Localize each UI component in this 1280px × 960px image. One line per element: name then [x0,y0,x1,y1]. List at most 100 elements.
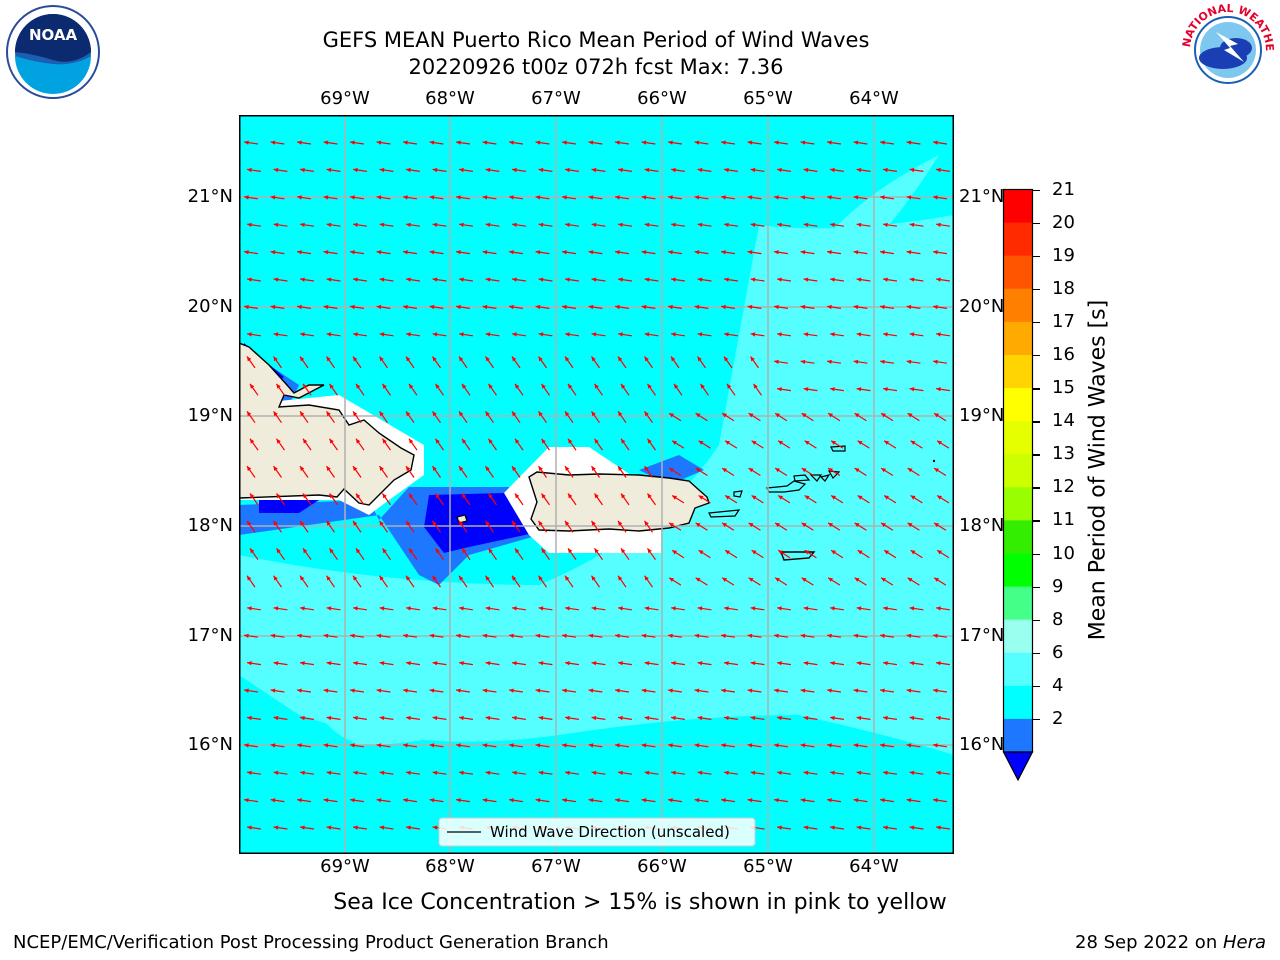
wind-wave-arrow [352,410,362,424]
wind-wave-arrow [299,356,309,369]
wind-wave-arrow [906,140,921,145]
wind-wave-arrow [668,412,682,422]
lat-tick-left: 21°N [187,186,233,207]
wind-wave-arrow [620,438,630,451]
wind-wave-arrow [671,715,685,721]
wind-wave-arrow [535,304,550,310]
wind-wave-arrow [747,633,762,638]
wind-wave-arrow [326,770,341,775]
wind-wave-arrow [594,438,603,451]
wind-wave-arrow [883,277,897,282]
wind-wave-arrow [485,770,500,775]
colorbar-tick-mark [1033,652,1040,655]
wind-wave-arrow [641,195,656,200]
wind-wave-arrow [403,250,417,255]
wind-wave-arrow [300,606,314,611]
wind-wave-arrow [800,798,815,803]
wind-wave-arrow [406,715,420,721]
wind-wave-arrow [379,356,388,369]
wind-wave-arrow [538,715,553,721]
wind-wave-arrow [830,387,844,392]
wind-wave-arrow [326,167,341,173]
wind-wave-arrow [668,250,682,255]
wind-wave-arrow [429,195,444,200]
wind-wave-arrow [750,606,765,611]
wind-wave-arrow [273,356,282,369]
wind-wave-arrow [538,661,553,666]
wind-wave-arrow [376,250,391,255]
wind-wave-arrow [803,167,818,173]
wind-wave-arrow [300,825,314,830]
wind-wave-arrow [830,332,844,337]
wind-wave-arrow [326,575,335,588]
wind-wave-arrow [697,167,712,173]
wind-wave-arrow [485,410,494,424]
colorbar-tick-label: 11 [1052,509,1075,531]
wind-wave-arrow [488,547,497,561]
wind-wave-arrow [695,467,708,477]
wind-wave-arrow [700,383,709,396]
wind-wave-arrow [326,277,341,282]
wind-wave-arrow [618,167,632,173]
wind-wave-arrow [909,606,924,611]
wind-wave-arrow [747,250,762,255]
wind-wave-arrow [512,167,526,173]
wind-wave-arrow [246,356,256,369]
wind-wave-arrow [777,770,791,775]
land-vieques [708,509,741,518]
wind-wave-arrow [352,575,362,588]
wind-wave-arrow [694,195,709,200]
wind-wave-arrow [724,440,738,449]
land-desecheo [456,514,468,524]
wind-wave-arrow [594,547,603,561]
wind-wave-arrow [249,383,259,396]
colorbar-tick-mark [1033,321,1040,324]
wind-wave-arrow [909,825,924,830]
wind-wave-arrow [302,438,312,451]
wind-wave-arrow [270,250,285,255]
wind-wave-arrow [800,140,815,145]
wind-wave-arrow [350,633,364,638]
wind-wave-arrow [376,743,391,748]
wind-wave-arrow [512,715,526,721]
wind-wave-arrow [647,383,656,396]
wind-wave-arrow [615,633,629,638]
wind-wave-arrow [750,770,765,775]
wind-wave-arrow [671,494,685,504]
wind-wave-arrow [297,798,311,803]
wind-wave-arrow [671,332,685,337]
wind-wave-arrow [880,359,894,364]
wind-wave-arrow [485,520,494,533]
wind-wave-arrow [509,633,523,638]
wind-wave-arrow [615,250,629,255]
wind-wave-arrow [856,167,871,173]
wind-wave-arrow [753,383,762,396]
wind-wave-arrow [644,332,659,337]
wind-wave-arrow [350,140,364,145]
wind-wave-arrow [853,359,868,364]
wind-wave-arrow [694,304,709,310]
wind-wave-arrow [933,522,947,531]
wind-wave-arrow [594,383,603,396]
colorbar-tick-label: 21 [1052,178,1075,200]
wind-wave-arrow [459,277,473,282]
wind-wave-arrow [429,633,444,638]
wind-wave-arrow [909,770,924,775]
wind-wave-arrow [273,825,288,830]
wind-wave-arrow [697,222,712,227]
wind-wave-arrow [668,633,682,638]
lat-tick-left: 16°N [187,734,233,755]
wind-wave-arrow [830,222,844,227]
wind-wave-arrow [617,356,627,369]
colorbar-swatch [1003,520,1033,554]
period-band-6-8-b [799,155,939,275]
wind-wave-arrow [618,661,632,666]
wind-wave-arrow [909,715,924,721]
wind-wave-arrow [326,606,341,611]
wind-wave-arrow [671,770,685,775]
wind-wave-arrow [246,520,256,533]
wind-wave-arrow [751,494,764,504]
colorbar-swatch [1003,222,1033,257]
wind-wave-arrow [830,167,844,173]
wind-wave-arrow [880,798,894,803]
